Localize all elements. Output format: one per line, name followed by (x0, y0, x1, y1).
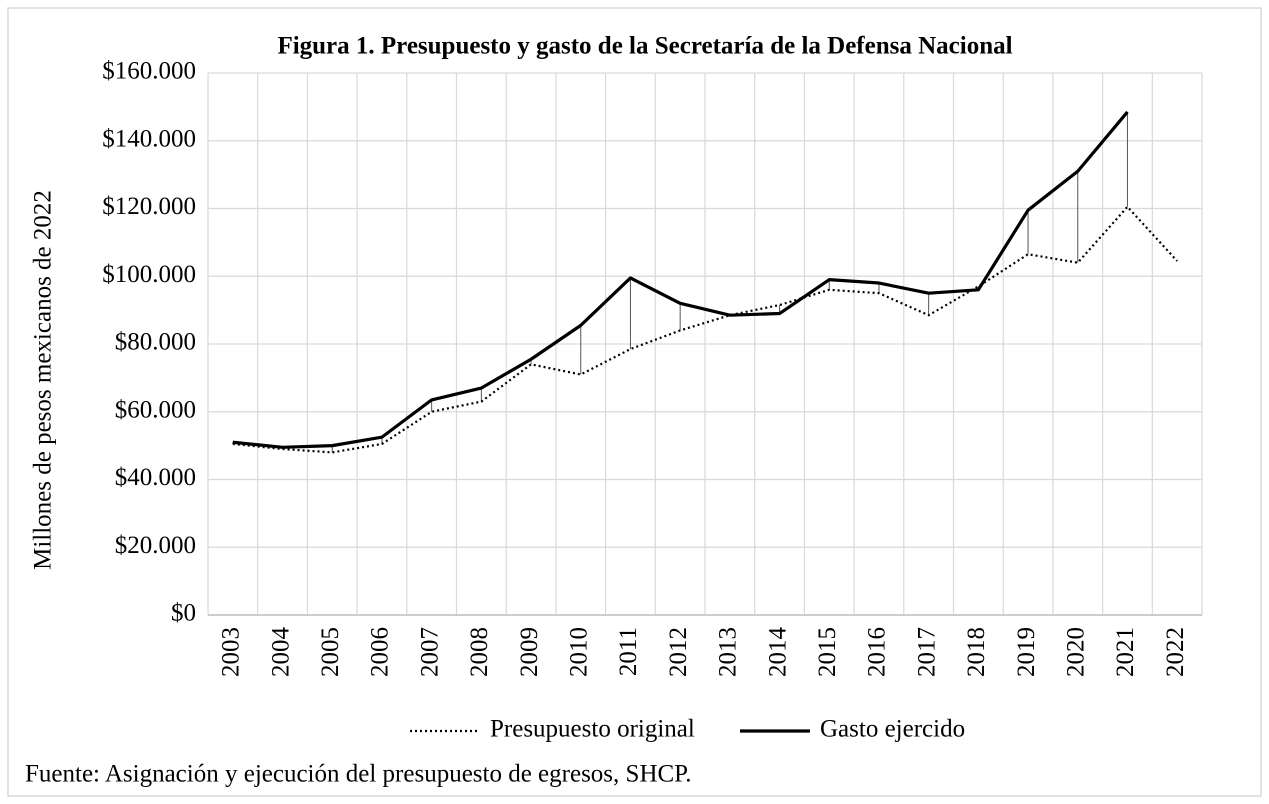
frame (7, 7, 1262, 797)
legend-label: Gasto ejercido (820, 716, 965, 743)
y-tick-label: $160.000 (102, 58, 196, 85)
y-tick-label: $120.000 (102, 193, 196, 220)
x-tick-label: 2007 (416, 627, 443, 677)
chart-title: Figura 1. Presupuesto y gasto de la Secr… (277, 33, 1012, 60)
x-tick-label: 2006 (367, 627, 394, 677)
x-tick-label: 2022 (1162, 627, 1189, 677)
y-tick-label: $40.000 (115, 464, 196, 491)
series-line (232, 205, 1178, 454)
x-tick-label: 2019 (1013, 627, 1040, 677)
x-tick-label: 2020 (1062, 627, 1089, 677)
x-tick-label: 2009 (516, 627, 543, 677)
x-tick-label: 2021 (1112, 627, 1139, 677)
source-note: Fuente: Asignación y ejecución del presu… (25, 761, 692, 788)
x-tick-label: 2005 (317, 627, 344, 677)
y-tick-label: $80.000 (115, 329, 196, 356)
x-tick-label: 2015 (814, 627, 841, 677)
x-tick-label: 2017 (913, 627, 940, 677)
y-tick-label: $100.000 (102, 261, 196, 288)
y-axis-label: Millones de pesos mexicanos de 2022 (30, 190, 57, 570)
x-tick-label: 2011 (615, 627, 642, 676)
series-line (232, 110, 1129, 449)
y-tick-label: $0 (171, 600, 196, 627)
x-tick-label: 2003 (218, 627, 245, 677)
x-tick-label: 2014 (764, 627, 791, 678)
x-tick-label: 2012 (665, 627, 692, 677)
legend-label: Presupuesto original (490, 716, 695, 743)
x-tick-label: 2008 (466, 627, 493, 677)
y-tick-label: $60.000 (115, 396, 196, 423)
x-tick-label: 2016 (864, 627, 891, 677)
x-tick-label: 2013 (715, 627, 742, 677)
x-tick-label: 2018 (963, 627, 990, 677)
x-tick-label: 2010 (565, 627, 592, 677)
y-tick-label: $20.000 (115, 532, 196, 559)
y-tick-label: $140.000 (102, 125, 196, 152)
x-tick-label: 2004 (267, 627, 294, 678)
